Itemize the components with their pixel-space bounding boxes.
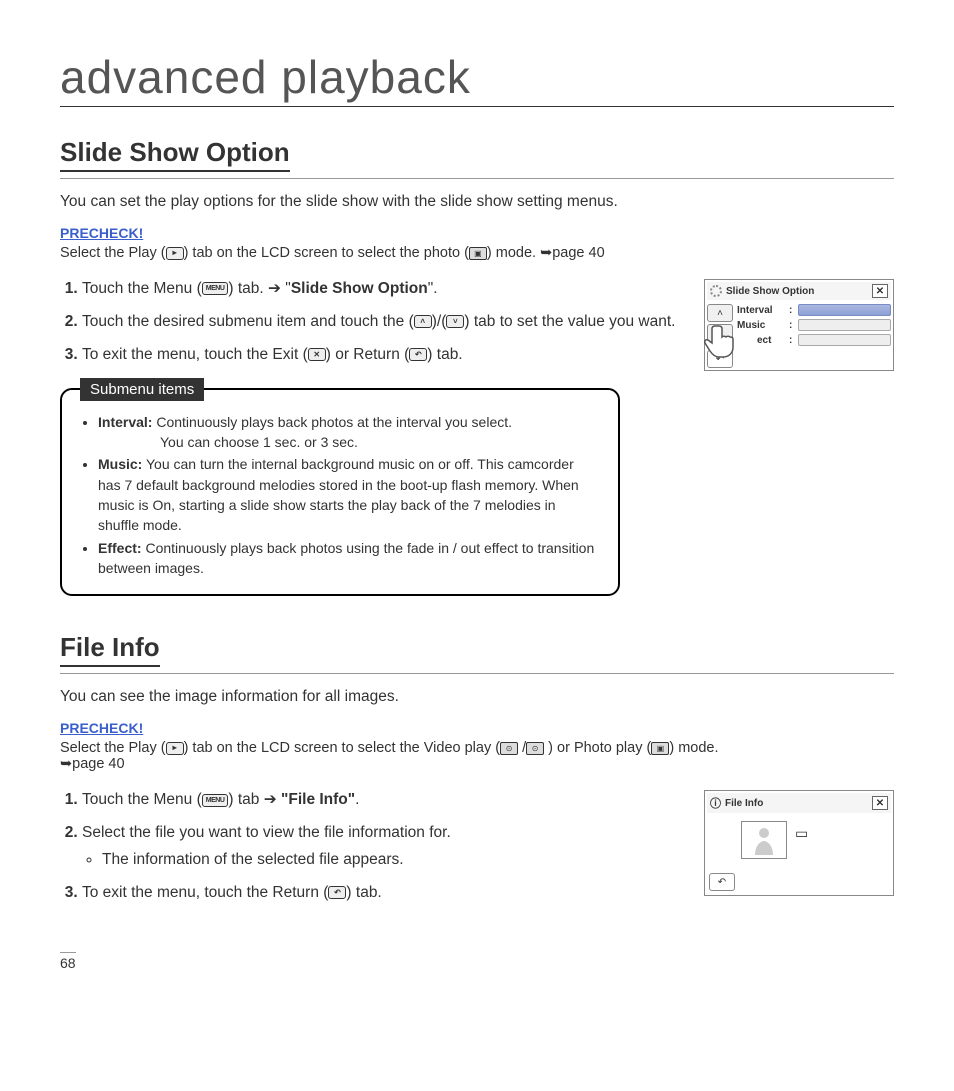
exit-icon: ✕ (308, 348, 326, 361)
text: ) tab on the LCD screen to select the ph… (184, 245, 469, 261)
text: Touch the desired submenu item and touch… (82, 313, 414, 330)
folder-icon[interactable]: ▭ (795, 825, 808, 842)
step-3: To exit the menu, touch the Return (↶) t… (82, 883, 676, 904)
precheck-text: Select the Play (▸) tab on the LCD scree… (60, 740, 894, 772)
text: Touch the Menu ( (82, 280, 202, 297)
divider (60, 178, 894, 179)
text: ) mode. (669, 740, 718, 756)
text: Select the file you want to view the fil… (82, 824, 451, 841)
value-bar (798, 319, 891, 331)
panel-return-button[interactable]: ↶ (707, 350, 733, 368)
item-name: Music: (98, 456, 142, 472)
steps-list: Touch the Menu (MENU) tab. ➔ "Slide Show… (60, 279, 676, 366)
text-bold: Slide Show Option (291, 280, 428, 297)
precheck-label: PRECHECK! (60, 225, 894, 241)
return-icon: ↶ (409, 348, 427, 361)
panel-row-interval[interactable]: Interval: (737, 304, 891, 316)
panel-return-button[interactable]: ↶ (709, 873, 735, 891)
text: To exit the menu, touch the Exit ( (82, 346, 308, 363)
text: Touch the Menu ( (82, 791, 202, 808)
step-1: Touch the Menu (MENU) tab ➔ "File Info". (82, 790, 676, 811)
submenu-item-music: Music: You can turn the internal backgro… (98, 454, 600, 535)
panel-down-button[interactable]: ˅ (707, 324, 733, 342)
page-number: 68 (60, 952, 76, 971)
item-name: Interval: (98, 414, 152, 430)
text: )/( (432, 313, 447, 330)
text: ) tab to set the value you want. (464, 313, 675, 330)
text: ) tab. ➔ " (228, 280, 290, 297)
row-label: ect (737, 335, 783, 346)
page-ref: ➥page 40 (540, 245, 605, 261)
text: ) tab. (427, 346, 462, 363)
text: ) tab. (346, 884, 381, 901)
value-bar (798, 304, 891, 316)
text: ) tab ➔ (228, 791, 281, 808)
submenu-tab: Submenu items (80, 378, 204, 401)
step-2: Touch the desired submenu item and touch… (82, 312, 676, 333)
page-ref: ➥page 40 (60, 756, 125, 772)
play-tab-icon: ▸ (166, 247, 184, 260)
step-3: To exit the menu, touch the Exit (✕) or … (82, 345, 676, 366)
intro-text: You can set the play options for the sli… (60, 193, 894, 211)
panel-up-button[interactable]: ˄ (707, 304, 733, 322)
return-icon: ↶ (328, 886, 346, 899)
video-sd-icon: ⊙ (526, 742, 544, 755)
text: . (355, 791, 359, 808)
panel-row-music[interactable]: Music: (737, 319, 891, 331)
text: Select the Play ( (60, 245, 166, 261)
panel-close-button[interactable]: ✕ (872, 796, 888, 810)
divider (60, 673, 894, 674)
text: ) or Photo play ( (548, 740, 651, 756)
text-bold: "File Info" (281, 791, 355, 808)
precheck-text: Select the Play (▸) tab on the LCD scree… (60, 245, 894, 261)
play-tab-icon: ▸ (166, 742, 184, 755)
step-1: Touch the Menu (MENU) tab. ➔ "Slide Show… (82, 279, 676, 300)
menu-tab-icon: MENU (202, 794, 229, 807)
submenu-item-effect: Effect: Continuously plays back photos u… (98, 538, 600, 579)
item-name: Effect: (98, 540, 142, 556)
submenu-item-interval: Interval: Continuously plays back photos… (98, 412, 600, 453)
file-thumbnail[interactable] (741, 821, 787, 859)
item-text: Continuously plays back photos at the in… (156, 414, 512, 430)
step-2-bullet: The information of the selected file app… (102, 850, 676, 871)
text: Select the Play ( (60, 740, 166, 756)
photo-mode-icon: ▣ (469, 247, 487, 260)
up-tab-icon: ˄ (414, 315, 432, 328)
steps-list: Touch the Menu (MENU) tab ➔ "File Info".… (60, 790, 676, 904)
step-2: Select the file you want to view the fil… (82, 823, 676, 871)
video-hd-icon: ⊙ (500, 742, 518, 755)
file-info-panel: ⓘ File Info ✕ ▭ ↶ (704, 790, 894, 896)
menu-tab-icon: MENU (202, 282, 229, 295)
row-label: Music (737, 320, 783, 331)
panel-title: File Info (725, 798, 763, 809)
row-label: Interval (737, 305, 783, 316)
text: ) or Return ( (326, 346, 410, 363)
item-text: You can turn the internal background mus… (98, 456, 579, 533)
text: To exit the menu, touch the Return ( (82, 884, 328, 901)
gear-icon (710, 285, 722, 297)
text: ". (428, 280, 438, 297)
text: ) mode. (487, 245, 540, 261)
page-title: advanced playback (60, 50, 894, 107)
photo-play-icon: ▣ (651, 742, 669, 755)
slideshow-option-panel: Slide Show Option ✕ ˄ ˅ ↶ (704, 279, 894, 371)
item-text: You can choose 1 sec. or 3 sec. (160, 432, 600, 452)
panel-close-button[interactable]: ✕ (872, 284, 888, 298)
precheck-label: PRECHECK! (60, 720, 894, 736)
intro-text: You can see the image information for al… (60, 688, 894, 706)
section-heading-fileinfo: File Info (60, 632, 160, 667)
submenu-box: Submenu items Interval: Continuously pla… (60, 388, 620, 596)
section-heading-slideshow: Slide Show Option (60, 137, 290, 172)
item-text: Continuously plays back photos using the… (98, 540, 594, 576)
panel-row-effect[interactable]: ect: (737, 334, 891, 346)
text: ) tab on the LCD screen to select the Vi… (184, 740, 501, 756)
panel-title: Slide Show Option (726, 286, 814, 297)
down-tab-icon: ˅ (446, 315, 464, 328)
info-icon: ⓘ (710, 795, 721, 811)
value-bar (798, 334, 891, 346)
person-silhouette-icon (751, 825, 777, 855)
